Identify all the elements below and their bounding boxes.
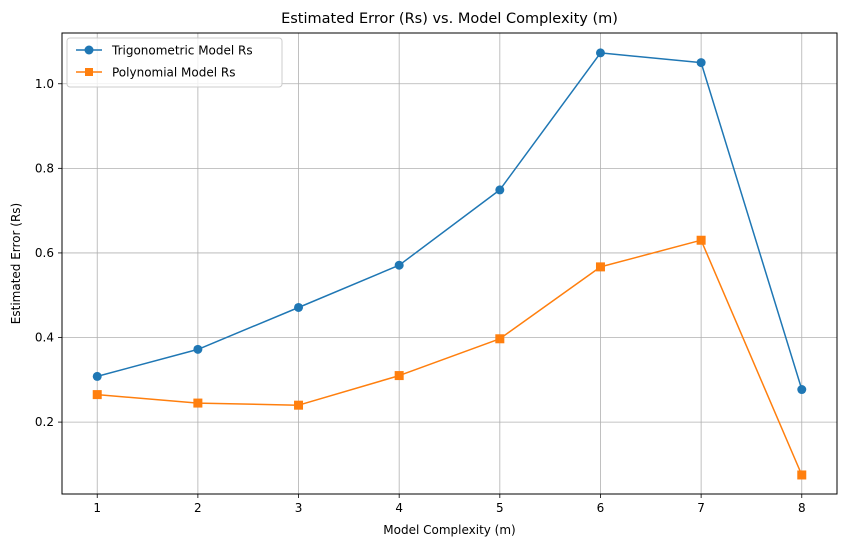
x-tick-label: 2 <box>194 501 202 515</box>
y-tick-label: 0.4 <box>35 331 54 345</box>
legend-box <box>66 37 283 88</box>
legend-trig-marker <box>84 45 94 55</box>
y-tick-label: 1.0 <box>35 77 54 91</box>
x-tick-label: 6 <box>597 501 605 515</box>
y-tick-label: 0.6 <box>35 246 54 260</box>
x-tick-label: 1 <box>93 501 101 515</box>
y-tick-label: 0.8 <box>35 161 54 175</box>
data-point-trigonometric <box>92 371 102 381</box>
data-point-trigonometric <box>193 344 203 354</box>
x-tick-label: 3 <box>295 501 303 515</box>
data-point-trigonometric <box>696 58 706 68</box>
data-point-trigonometric <box>294 302 304 312</box>
series <box>92 48 807 480</box>
data-point-trigonometric <box>495 185 505 195</box>
legend-label-polynomial: Polynomial Model Rs <box>112 66 236 80</box>
data-point-polynomial <box>797 470 807 480</box>
x-axis-label: Model Complexity (m) <box>383 523 516 537</box>
data-point-polynomial <box>394 371 404 381</box>
data-point-polynomial <box>595 262 605 272</box>
legend-label-trigonometric: Trigonometric Model Rs <box>111 44 253 58</box>
data-point-polynomial <box>92 390 102 400</box>
series-line-trigonometric <box>97 52 803 390</box>
data-point-trigonometric <box>595 48 605 58</box>
x-tick-label: 7 <box>697 501 705 515</box>
data-point-trigonometric <box>394 260 404 270</box>
x-tick-label: 8 <box>798 501 806 515</box>
data-point-polynomial <box>495 334 505 344</box>
chart-title: Estimated Error (Rs) vs. Model Complexit… <box>281 11 618 27</box>
data-point-polynomial <box>696 235 706 245</box>
axis-ticks: 1 2 3 4 5 6 7 8 0.2 0.4 0.6 0.8 1.0 <box>35 77 806 515</box>
data-point-polynomial <box>294 400 304 410</box>
legend: Trigonometric Model Rs Polynomial Model … <box>66 37 283 88</box>
data-point-trigonometric <box>797 385 807 395</box>
grid <box>62 33 837 494</box>
y-tick-label: 0.2 <box>35 415 54 429</box>
x-tick-label: 4 <box>395 501 403 515</box>
data-point-polynomial <box>193 398 203 408</box>
series-line-polynomial <box>97 239 803 476</box>
legend-poly-marker <box>85 68 93 76</box>
plot-frame <box>61 32 838 495</box>
y-axis-label: Estimated Error (Rs) <box>9 203 23 324</box>
x-tick-label: 5 <box>496 501 504 515</box>
